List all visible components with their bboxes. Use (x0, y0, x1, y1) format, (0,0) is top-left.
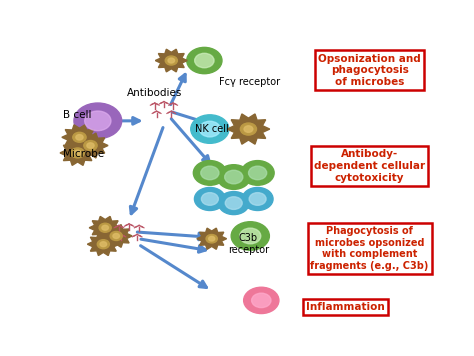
Circle shape (100, 242, 107, 247)
Circle shape (231, 222, 269, 250)
Polygon shape (62, 125, 97, 150)
Circle shape (195, 53, 214, 68)
Circle shape (244, 287, 279, 314)
Text: Fcγ receptor: Fcγ receptor (219, 78, 280, 88)
Circle shape (165, 56, 177, 65)
Circle shape (113, 234, 119, 239)
Polygon shape (100, 225, 132, 247)
Text: Phagocytosis of
microbes opsonized
with complement
fragments (e.g., C3b): Phagocytosis of microbes opsonized with … (310, 226, 429, 271)
Circle shape (187, 47, 222, 74)
Circle shape (252, 293, 271, 308)
Circle shape (193, 161, 227, 185)
Circle shape (110, 231, 122, 241)
Circle shape (74, 103, 122, 139)
Circle shape (248, 166, 267, 180)
Circle shape (240, 123, 256, 135)
Circle shape (97, 240, 109, 249)
Circle shape (168, 58, 174, 63)
Text: Inflammation: Inflammation (306, 302, 385, 312)
Circle shape (217, 165, 250, 189)
Circle shape (76, 135, 83, 140)
Text: C3b
receptor: C3b receptor (228, 234, 269, 255)
Circle shape (249, 193, 266, 205)
Text: Antibody-
dependent cellular
cytotoxicity: Antibody- dependent cellular cytotoxicit… (314, 150, 425, 183)
Text: Microbe: Microbe (63, 149, 104, 159)
Circle shape (219, 192, 249, 215)
Circle shape (87, 143, 94, 148)
Circle shape (201, 193, 219, 205)
Circle shape (84, 141, 97, 151)
Polygon shape (87, 233, 119, 256)
Circle shape (71, 148, 84, 158)
Text: Antibodies: Antibodies (127, 88, 182, 98)
Circle shape (191, 115, 229, 143)
Circle shape (102, 225, 109, 230)
Polygon shape (155, 49, 187, 72)
Circle shape (201, 166, 219, 180)
Text: Opsonization and
phagocytosis
of microbes: Opsonization and phagocytosis of microbe… (318, 53, 421, 87)
Circle shape (241, 161, 274, 185)
Circle shape (99, 223, 111, 232)
Text: B cell: B cell (63, 110, 91, 120)
Circle shape (244, 126, 253, 132)
Polygon shape (197, 228, 227, 249)
Circle shape (85, 111, 111, 131)
Circle shape (209, 236, 215, 241)
Circle shape (73, 132, 86, 142)
Circle shape (74, 150, 81, 156)
Text: NK cell: NK cell (195, 124, 229, 134)
Circle shape (200, 121, 220, 137)
Polygon shape (227, 114, 270, 144)
Circle shape (206, 235, 218, 243)
Polygon shape (89, 216, 121, 239)
Polygon shape (73, 133, 108, 158)
Circle shape (225, 197, 242, 209)
Polygon shape (60, 140, 95, 166)
Circle shape (194, 188, 225, 210)
Circle shape (225, 170, 243, 184)
Circle shape (242, 188, 273, 210)
Circle shape (240, 228, 261, 244)
